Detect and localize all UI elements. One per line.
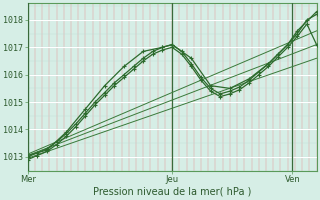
X-axis label: Pression niveau de la mer( hPa ): Pression niveau de la mer( hPa )	[93, 187, 251, 197]
